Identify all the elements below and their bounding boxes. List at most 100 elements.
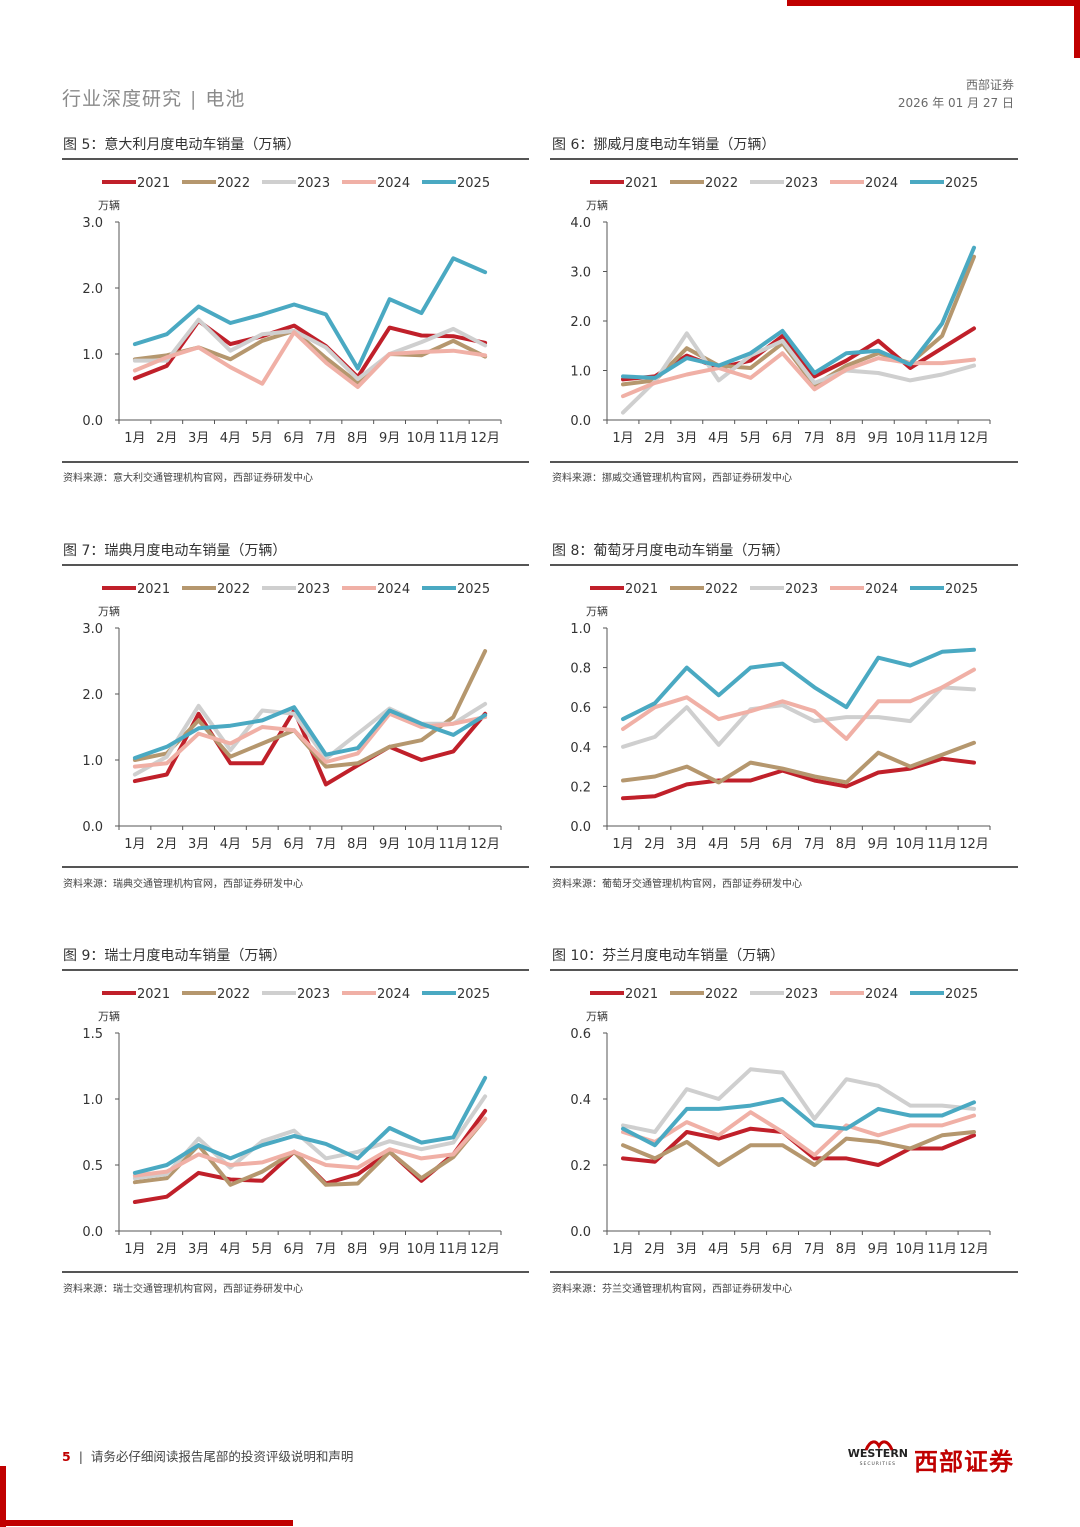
figure-8-bottom-rule [550, 866, 1018, 868]
legend-label-2025: 2025 [945, 987, 978, 1002]
x-tick-label: 11月 [438, 1242, 468, 1257]
header-meta: 西部证券 2026 年 01 月 27 日 [898, 76, 1014, 112]
x-tick-label: 10月 [407, 1242, 437, 1257]
x-tick-label: 9月 [379, 431, 400, 446]
x-tick-label: 12月 [959, 837, 989, 852]
legend-label-2023: 2023 [785, 176, 818, 191]
figure-6-title: 图 6：挪威月度电动车销量（万辆） [552, 137, 776, 153]
legend-item-2024: 2024 [342, 582, 410, 597]
legend-item-2024: 2024 [830, 987, 898, 1002]
legend-label-2022: 2022 [705, 176, 738, 191]
x-tick-label: 10月 [895, 837, 925, 852]
x-tick-label: 2月 [644, 1242, 665, 1257]
x-tick-label: 3月 [188, 1242, 209, 1257]
x-tick-label: 2月 [156, 431, 177, 446]
legend-item-2023: 2023 [750, 987, 818, 1002]
y-tick-label: 1.5 [82, 1027, 103, 1042]
legend-item-2021: 2021 [590, 176, 658, 191]
x-tick-label: 5月 [740, 431, 761, 446]
legend-item-2024: 2024 [342, 176, 410, 191]
legend-item-2023: 2023 [262, 582, 330, 597]
legend-item-2024: 2024 [830, 176, 898, 191]
x-tick-label: 11月 [438, 431, 468, 446]
figure-10-source: 资料来源：芬兰交通管理机构官网，西部证券研发中心 [552, 1284, 792, 1295]
page-number: 5 [62, 1449, 71, 1464]
x-tick-label: 10月 [407, 837, 437, 852]
x-tick-label: 8月 [836, 431, 857, 446]
series-line-2024 [132, 1116, 488, 1178]
x-tick-label: 9月 [868, 837, 889, 852]
y-tick-label: 1.0 [82, 348, 103, 363]
legend-label-2021: 2021 [137, 582, 170, 597]
figure-9-source: 资料来源：瑞士交通管理机构官网，西部证券研发中心 [63, 1284, 303, 1295]
footer-separator: | [78, 1449, 83, 1464]
legend-label-2024: 2024 [377, 987, 410, 1002]
x-tick-label: 8月 [347, 1242, 368, 1257]
x-tick-label: 12月 [470, 431, 500, 446]
x-tick-label: 9月 [868, 1242, 889, 1257]
y-tick-label: 0.5 [82, 1159, 103, 1174]
figure-6-top-rule [550, 158, 1018, 160]
legend-item-2022: 2022 [670, 582, 738, 597]
legend-item-2025: 2025 [910, 176, 978, 191]
x-tick-label: 5月 [740, 1242, 761, 1257]
x-tick-label: 7月 [804, 837, 825, 852]
bull-horn-icon [864, 1440, 894, 1451]
series-line-2021 [621, 756, 976, 801]
logo-chinese: 西部证券 [914, 1447, 1014, 1476]
x-tick-label: 11月 [438, 837, 468, 852]
y-tick-label: 1.0 [570, 365, 591, 380]
legend-item-2022: 2022 [670, 987, 738, 1002]
legend-label-2023: 2023 [297, 582, 330, 597]
y-tick-label: 0.0 [82, 414, 103, 429]
footer-disclaimer: 请务必仔细阅读报告尾部的投资评级说明和声明 [90, 1449, 354, 1464]
x-tick-label: 12月 [470, 1242, 500, 1257]
header-section: 行业深度研究 | 电池 [62, 84, 245, 111]
series-line-2025 [132, 705, 488, 760]
legend-label-2023: 2023 [297, 176, 330, 191]
legend-label-2025: 2025 [457, 176, 490, 191]
legend-item-2025: 2025 [422, 582, 490, 597]
legend-label-2024: 2024 [865, 582, 898, 597]
y-tick-label: 0.0 [82, 1225, 103, 1240]
y-tick-label: 0.0 [570, 820, 591, 835]
y-tick-label: 0.0 [82, 820, 103, 835]
figure-5-source: 资料来源：意大利交通管理机构官网，西部证券研发中心 [63, 473, 313, 484]
x-tick-label: 5月 [252, 1242, 273, 1257]
series-line-2025 [621, 1097, 976, 1148]
series-line-2022 [621, 1130, 976, 1167]
figure-7-bottom-rule [62, 866, 529, 868]
legend-label-2023: 2023 [785, 582, 818, 597]
y-tick-label: 1.0 [570, 622, 591, 637]
legend-label-2023: 2023 [785, 987, 818, 1002]
series-line-2024 [621, 667, 976, 741]
figure-5-top-rule [62, 158, 529, 160]
figure-5-bottom-rule [62, 461, 529, 463]
y-tick-label: 3.0 [82, 216, 103, 231]
legend-item-2024: 2024 [342, 987, 410, 1002]
y-tick-label: 0.4 [570, 1093, 591, 1108]
x-tick-label: 8月 [347, 837, 368, 852]
figure-9-bottom-rule [62, 1271, 529, 1273]
figure-10-bottom-rule [550, 1271, 1018, 1273]
legend-label-2024: 2024 [377, 582, 410, 597]
header-date: 2026 年 01 月 27 日 [897, 96, 1014, 110]
legend-item-2025: 2025 [910, 987, 978, 1002]
x-tick-label: 10月 [895, 1242, 925, 1257]
x-tick-label: 4月 [708, 431, 729, 446]
top-right-accent-line-v [1074, 0, 1080, 58]
legend-label-2024: 2024 [377, 176, 410, 191]
legend-label-2022: 2022 [217, 176, 250, 191]
legend-label-2021: 2021 [625, 987, 658, 1002]
y-tick-label: 4.0 [570, 216, 591, 231]
legend-label-2025: 2025 [457, 987, 490, 1002]
y-tick-label: 3.0 [82, 622, 103, 637]
x-tick-label: 7月 [804, 1242, 825, 1257]
x-tick-label: 7月 [315, 431, 336, 446]
figure-9-top-rule [62, 969, 529, 971]
x-tick-label: 8月 [836, 1242, 857, 1257]
figure-10-chart: 2021 2022 2023 2024 2025 万辆 0.0 0.2 0.4 0.6 1月 2月 3月… [570, 987, 991, 1257]
x-tick-label: 5月 [740, 837, 761, 852]
x-tick-label: 5月 [252, 431, 273, 446]
legend-item-2023: 2023 [750, 582, 818, 597]
